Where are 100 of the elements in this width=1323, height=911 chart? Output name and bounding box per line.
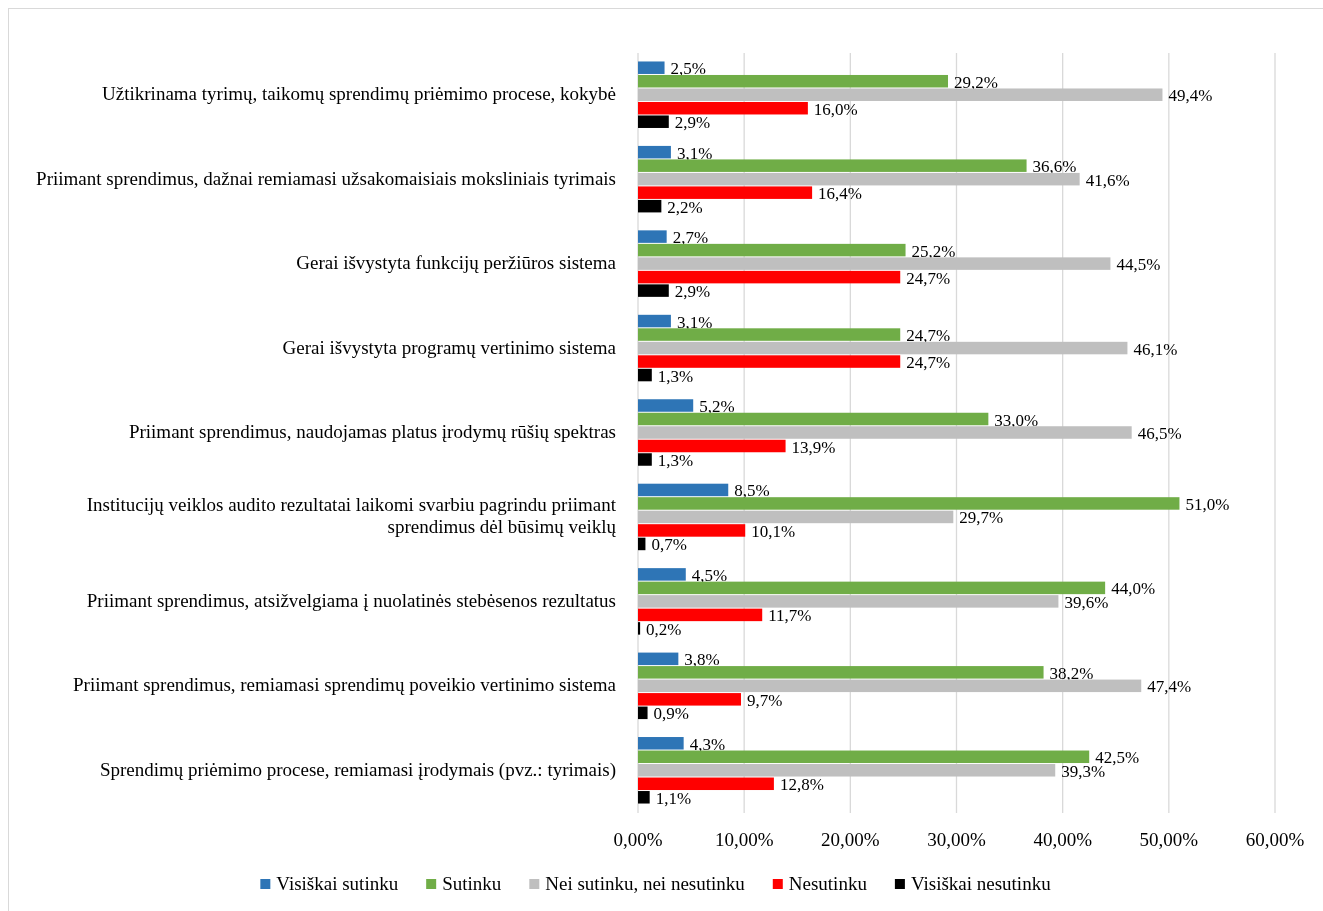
data-label: 4,5% — [691, 565, 728, 585]
data-label: 46,5% — [1137, 424, 1182, 443]
data-label: 46,1% — [1133, 339, 1178, 359]
bar — [638, 230, 667, 243]
bar — [638, 581, 1106, 595]
bar — [638, 426, 1132, 439]
bar — [638, 115, 669, 128]
data-label: 3,1% — [676, 312, 713, 332]
x-tick-label: 40,00% — [1033, 829, 1093, 850]
bar — [638, 537, 646, 551]
bar — [638, 172, 1080, 186]
data-label: 8,5% — [734, 481, 770, 501]
bar — [638, 666, 1044, 679]
y-tick-label: Gerai išvystyta funkcijų peržiūros sistema — [296, 252, 617, 274]
legend-label: Sutinku — [442, 873, 502, 894]
data-label: 24,7% — [906, 268, 951, 288]
y-tick-label: Institucijų veiklos audito rezultatai laikomi svarbiu pagrindu priimant sprendimus dėl būsimų veiklų — [86, 494, 617, 538]
data-label: 51,0% — [1185, 494, 1230, 514]
bar — [638, 88, 1163, 101]
data-label: 16,0% — [813, 99, 858, 119]
bar — [638, 101, 808, 115]
x-tick-label: 30,00% — [927, 829, 986, 850]
bar — [638, 439, 786, 453]
bar — [638, 595, 1059, 608]
bar — [638, 341, 1128, 355]
bar — [638, 61, 665, 74]
x-tick-label: 0,00% — [613, 829, 663, 850]
data-label: 24,7% — [906, 353, 951, 373]
data-label: 9,7% — [746, 690, 783, 710]
bar — [638, 750, 1090, 764]
data-label: 33,0% — [994, 410, 1039, 430]
data-label: 25,2% — [911, 241, 956, 261]
data-label: 0,2% — [646, 619, 682, 639]
bar — [638, 186, 813, 199]
data-label: 44,5% — [1116, 255, 1161, 275]
x-tick-label: 60,00% — [1245, 829, 1305, 850]
bar — [638, 199, 662, 213]
data-label: 1,3% — [657, 451, 694, 470]
bar — [638, 510, 954, 524]
legend-label: Visiškai sutinku — [276, 873, 399, 894]
data-label: 29,7% — [959, 508, 1004, 528]
x-tick-label: 50,00% — [1139, 829, 1199, 850]
y-tick-label: Priimant sprendimus, atsižvelgiama į nuolatinės stebėsenos rezultatus — [86, 589, 616, 611]
data-label: 24,7% — [906, 326, 951, 346]
data-label: 3,1% — [676, 143, 713, 163]
bar — [638, 243, 906, 257]
bar — [638, 453, 652, 466]
bar — [638, 568, 686, 581]
bar — [638, 270, 901, 284]
y-tick-label: Užtikrinama tyrimų, taikomų sprendimų priėmimo procese, kokybė — [102, 83, 616, 105]
data-label: 0,9% — [653, 704, 689, 724]
bar — [638, 622, 641, 635]
data-label: 10,1% — [751, 521, 796, 541]
data-label: 3,8% — [684, 650, 720, 670]
data-label: 2,9% — [674, 113, 711, 133]
bar — [638, 483, 729, 497]
bar — [638, 328, 901, 341]
data-label: 2,5% — [670, 59, 706, 79]
data-label: 2,9% — [674, 282, 711, 302]
data-label: 39,6% — [1064, 592, 1109, 612]
bar — [638, 399, 694, 412]
bar — [638, 791, 650, 804]
bar — [638, 368, 652, 382]
data-label: 5,2% — [699, 397, 735, 416]
y-tick-label: Sprendimų priėmimo procese, remiamasi įrodymais (pvz.: tyrimais) — [99, 758, 616, 781]
data-label: 41,6% — [1085, 170, 1130, 190]
x-tick-label: 10,00% — [714, 829, 774, 850]
bar — [638, 497, 1180, 510]
y-tick-label: Priimant sprendimus, naudojamas platus įrodymų rūšių spektras — [128, 421, 616, 442]
legend-label: Nesutinku — [788, 873, 868, 894]
y-tick-label: Priimant sprendimus, dažnai remiamasi užsakomaisiais moksliniais tyrimais — [36, 167, 616, 189]
data-label: 47,4% — [1147, 677, 1192, 697]
x-tick-label: 20,00% — [821, 829, 880, 850]
data-label: 0,7% — [651, 535, 687, 555]
bar — [638, 524, 746, 537]
y-tick-label: Gerai išvystyta programų vertinimo sistema — [282, 336, 617, 358]
data-label: 38,2% — [1049, 663, 1094, 683]
bar — [638, 257, 1111, 270]
data-label: 16,4% — [818, 184, 863, 204]
data-label: 11,7% — [768, 606, 812, 626]
bar — [638, 608, 763, 622]
data-label: 2,2% — [667, 197, 703, 217]
bar — [638, 679, 1142, 693]
bar — [638, 693, 741, 706]
bar — [638, 145, 671, 159]
data-label: 36,6% — [1032, 157, 1077, 177]
legend-label: Visiškai nesutinku — [910, 873, 1052, 894]
bar — [638, 737, 684, 750]
data-label: 13,9% — [791, 437, 836, 457]
data-label: 12,8% — [779, 775, 824, 795]
bar — [638, 314, 671, 328]
bar — [638, 74, 949, 88]
data-label: 44,0% — [1111, 579, 1156, 599]
data-label: 1,1% — [655, 788, 692, 808]
bar — [638, 355, 901, 368]
data-label: 2,7% — [672, 228, 709, 248]
legend-label: Nei sutinku, nei nesutinku — [545, 873, 746, 894]
bar — [638, 706, 648, 720]
bar — [638, 284, 669, 297]
bar — [638, 652, 679, 666]
